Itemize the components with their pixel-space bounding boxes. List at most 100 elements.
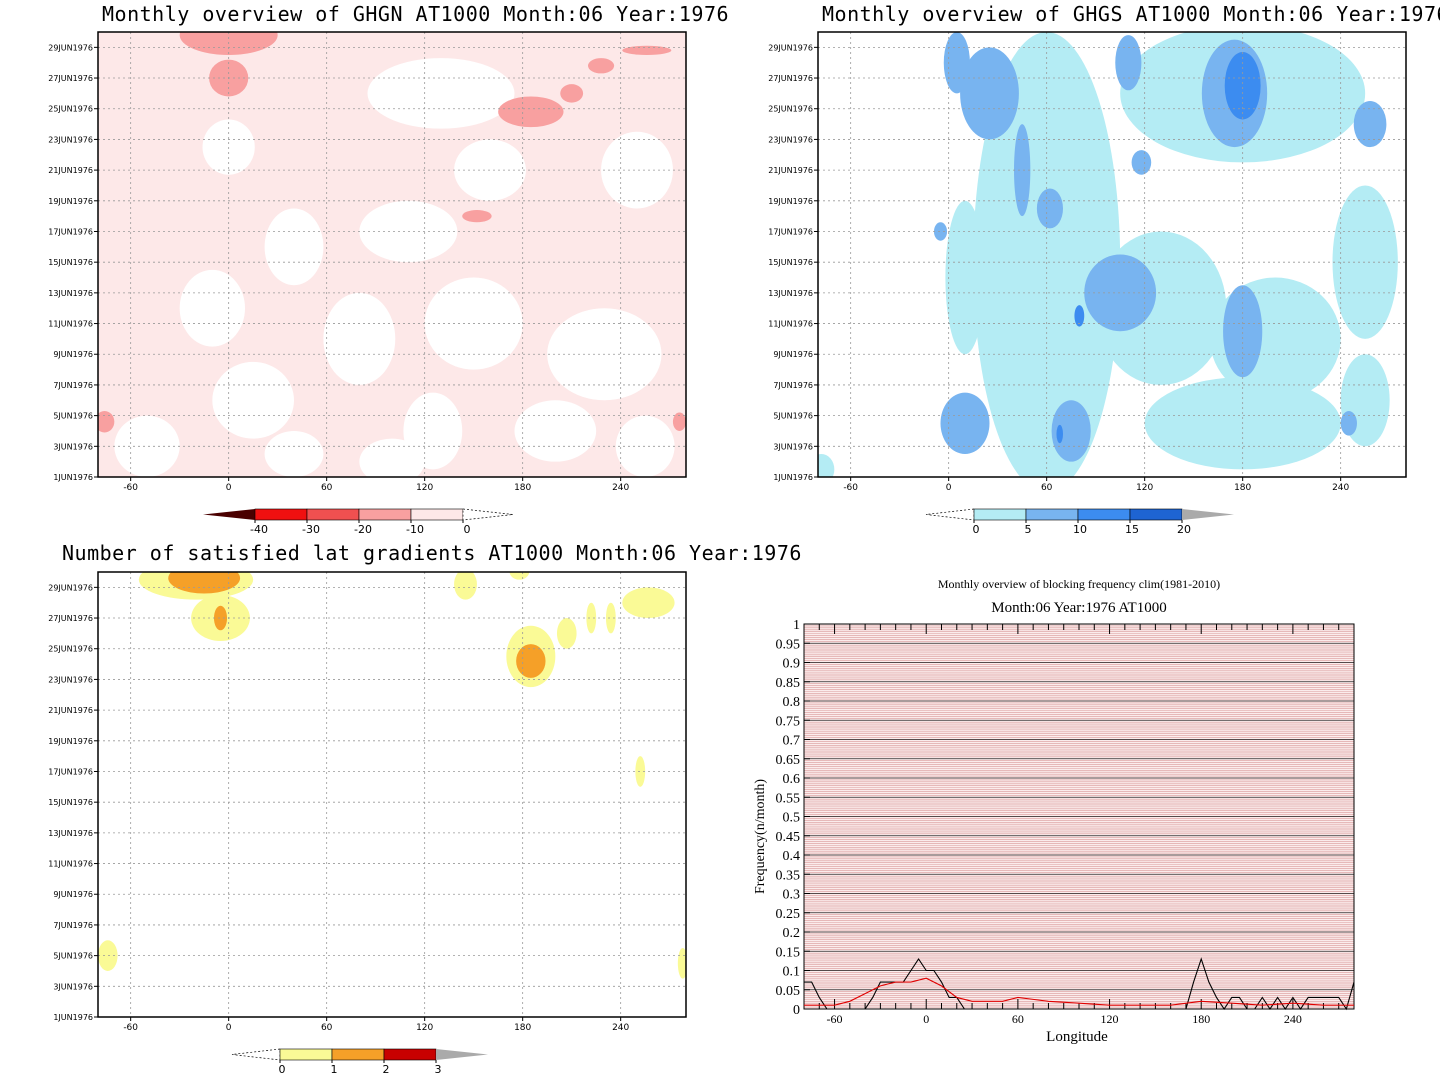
- y-tick-label: 5JUN1976: [53, 952, 93, 961]
- y-tick-label: 13JUN1976: [768, 289, 813, 298]
- x-tick-label: 180: [1234, 483, 1251, 493]
- colorbar-box: [254, 508, 308, 521]
- contour-regions: [818, 32, 1398, 477]
- blocking-frequency-chart: Monthly overview of blocking frequency c…: [753, 577, 1355, 1045]
- contour-region: [498, 96, 564, 128]
- contour-region: [514, 400, 597, 462]
- ghgn-heatmap: -60 0 60 120 180 240 1JUN1976 3JUN1976 5JUN1976 7…: [48, 31, 687, 536]
- y-tick-label: 21JUN1976: [48, 166, 93, 175]
- ghgs-heatmap: -60 0 60 120 180 240 1JUN1976 3JUN1976 5JUN1976 7…: [768, 31, 1407, 536]
- x-tick-label: 0: [226, 1023, 232, 1033]
- y-tick-label: 1JUN1976: [53, 473, 93, 482]
- y-tick-label: 27JUN1976: [48, 74, 93, 83]
- contour-region: [943, 32, 970, 94]
- colorbar-box: [306, 508, 360, 521]
- contour-region: [179, 32, 278, 56]
- plot-frame: [817, 31, 1407, 478]
- y-tick-label: 23JUN1976: [48, 675, 93, 684]
- contour-region: [933, 222, 948, 241]
- colorbar: 0 5 10 15 20: [925, 508, 1234, 536]
- colorbar-box: [331, 1048, 385, 1061]
- x-tick-label: 180: [1192, 1012, 1210, 1026]
- contour-region: [601, 131, 673, 209]
- y-tick-label: 11JUN1976: [48, 320, 93, 329]
- x-tick-label: 60: [1012, 1012, 1024, 1026]
- colorbar-box: [1025, 508, 1079, 521]
- y-tick-label: 11JUN1976: [48, 860, 93, 869]
- y-tick-label: 23JUN1976: [48, 135, 93, 144]
- contour-region: [672, 412, 686, 431]
- contour-region: [454, 572, 477, 600]
- contour-region: [114, 415, 180, 477]
- y-tick-label: 0.45: [776, 830, 801, 845]
- contour-region: [1224, 51, 1261, 120]
- y-tick-label: 27JUN1976: [48, 614, 93, 623]
- y-tick-label: 0.5: [783, 811, 801, 826]
- contour-region: [1014, 124, 1031, 217]
- y-tick-label: 3JUN1976: [773, 442, 813, 451]
- y-tick-label: 17JUN1976: [768, 227, 813, 236]
- chart-subtitle: Month:06 Year:1976 AT1000: [991, 600, 1166, 616]
- contour-regions: [98, 32, 686, 477]
- colorbar-box: [383, 1048, 437, 1061]
- y-tick-label: 0.2: [783, 926, 801, 941]
- colorbar-label: 2: [383, 1063, 390, 1076]
- colorbar-label: 1: [331, 1063, 338, 1076]
- contour-region: [1340, 411, 1357, 436]
- y-tick-label: 7JUN1976: [53, 921, 93, 930]
- lat-gradients-heatmap: -60 0 60 120 180 2401JUN19763JUN19765JUN19767…: [48, 571, 687, 1076]
- ghgn-title: Monthly overview of GHGN AT1000 Month:06…: [102, 2, 730, 26]
- ghgs-title: Monthly overview of GHGS AT1000 Month:06…: [822, 2, 1440, 26]
- colorbar-label: 15: [1125, 523, 1139, 536]
- contour-region: [212, 361, 294, 439]
- contour-region: [605, 602, 616, 634]
- contour-region: [367, 58, 515, 129]
- y-tick-label: 0.15: [776, 945, 801, 960]
- y-tick-label: 0.4: [783, 849, 801, 864]
- y-tick-label: 19JUN1976: [48, 197, 93, 206]
- x-tick-label: 120: [416, 483, 433, 493]
- y-tick-label: 19JUN1976: [768, 197, 813, 206]
- colorbar-box: [358, 508, 412, 521]
- y-tick-label: 0.9: [783, 657, 801, 672]
- contour-region: [1223, 285, 1263, 378]
- contour-region: [635, 756, 646, 787]
- x-axis-label: Longitude: [1046, 1029, 1108, 1045]
- contour-region: [264, 430, 324, 477]
- y-tick-label: 0.55: [776, 791, 801, 806]
- contour-region: [945, 200, 985, 355]
- contour-region: [98, 411, 115, 433]
- y-tick-label: 15JUN1976: [48, 798, 93, 807]
- contour-region: [359, 438, 425, 477]
- contour-region: [323, 292, 396, 385]
- y-tick-label: 0.75: [776, 714, 801, 729]
- x-tick-label: -60: [123, 483, 138, 493]
- colorbar-label: 3: [435, 1063, 442, 1076]
- y-tick-label: 0.1: [783, 965, 801, 980]
- contour-region: [213, 605, 228, 631]
- colorbar: -40 -30 -20 -10 0: [203, 508, 514, 536]
- y-tick-label: 29JUN1976: [768, 43, 813, 52]
- contour-region: [462, 210, 492, 223]
- contour-region: [179, 269, 245, 347]
- y-tick-label: 0.6: [783, 772, 801, 787]
- contour-region: [818, 453, 835, 477]
- y-tick-label: 0.7: [783, 734, 801, 749]
- y-tick-label: 3JUN1976: [53, 442, 93, 451]
- y-tick-label: 0.05: [776, 984, 801, 999]
- y-tick-label: 9JUN1976: [53, 890, 93, 899]
- y-tick-label: 15JUN1976: [768, 258, 813, 267]
- colorbar-extend: [436, 1049, 488, 1060]
- x-tick-label: 0: [226, 483, 232, 493]
- colorbar-label: -40: [250, 523, 268, 536]
- contour-region: [1056, 424, 1063, 444]
- y-tick-label: 11JUN1976: [768, 320, 813, 329]
- plot-frame: [97, 31, 687, 478]
- y-tick-label: 17JUN1976: [48, 767, 93, 776]
- x-tick-label: 0: [923, 1012, 929, 1026]
- colorbar-label: 10: [1073, 523, 1087, 536]
- colorbar-extend: [462, 508, 514, 521]
- y-tick-label: 25JUN1976: [768, 105, 813, 114]
- y-tick-label: 21JUN1976: [768, 166, 813, 175]
- colorbar-label: -10: [406, 523, 424, 536]
